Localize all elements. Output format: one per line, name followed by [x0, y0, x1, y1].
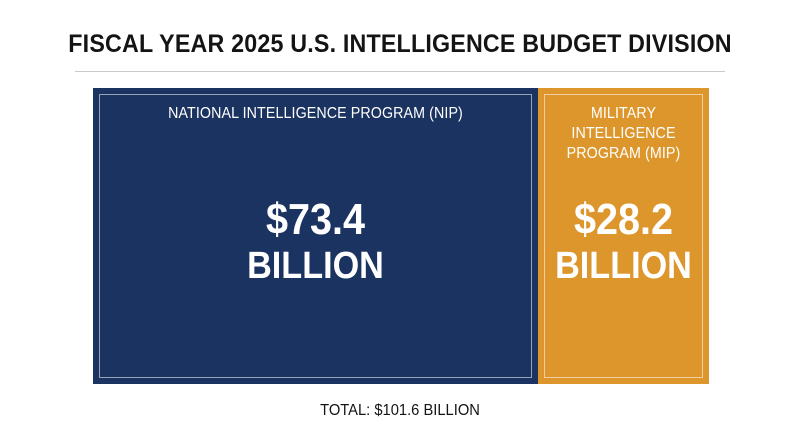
mip-block: MILITARY INTELLIGENCE PROGRAM (MIP) $28.…	[538, 88, 709, 384]
title-divider	[75, 71, 725, 72]
total-label: TOTAL: $101.6 BILLION	[320, 402, 480, 419]
mip-block-border	[544, 94, 703, 378]
nip-value: $73.4	[265, 195, 366, 244]
chart-title: FISCAL YEAR 2025 U.S. INTELLIGENCE BUDGE…	[68, 30, 732, 58]
mip-value: $28.2	[573, 195, 674, 244]
nip-block-border	[99, 94, 532, 378]
mip-unit: BILLION	[555, 245, 692, 287]
mip-label: MILITARY INTELLIGENCE PROGRAM (MIP)	[566, 105, 681, 162]
nip-unit: BILLION	[247, 245, 384, 287]
nip-block: NATIONAL INTELLIGENCE PROGRAM (NIP) $73.…	[93, 88, 538, 384]
nip-label: NATIONAL INTELLIGENCE PROGRAM (NIP)	[168, 105, 463, 122]
budget-treemap: NATIONAL INTELLIGENCE PROGRAM (NIP) $73.…	[93, 88, 709, 384]
